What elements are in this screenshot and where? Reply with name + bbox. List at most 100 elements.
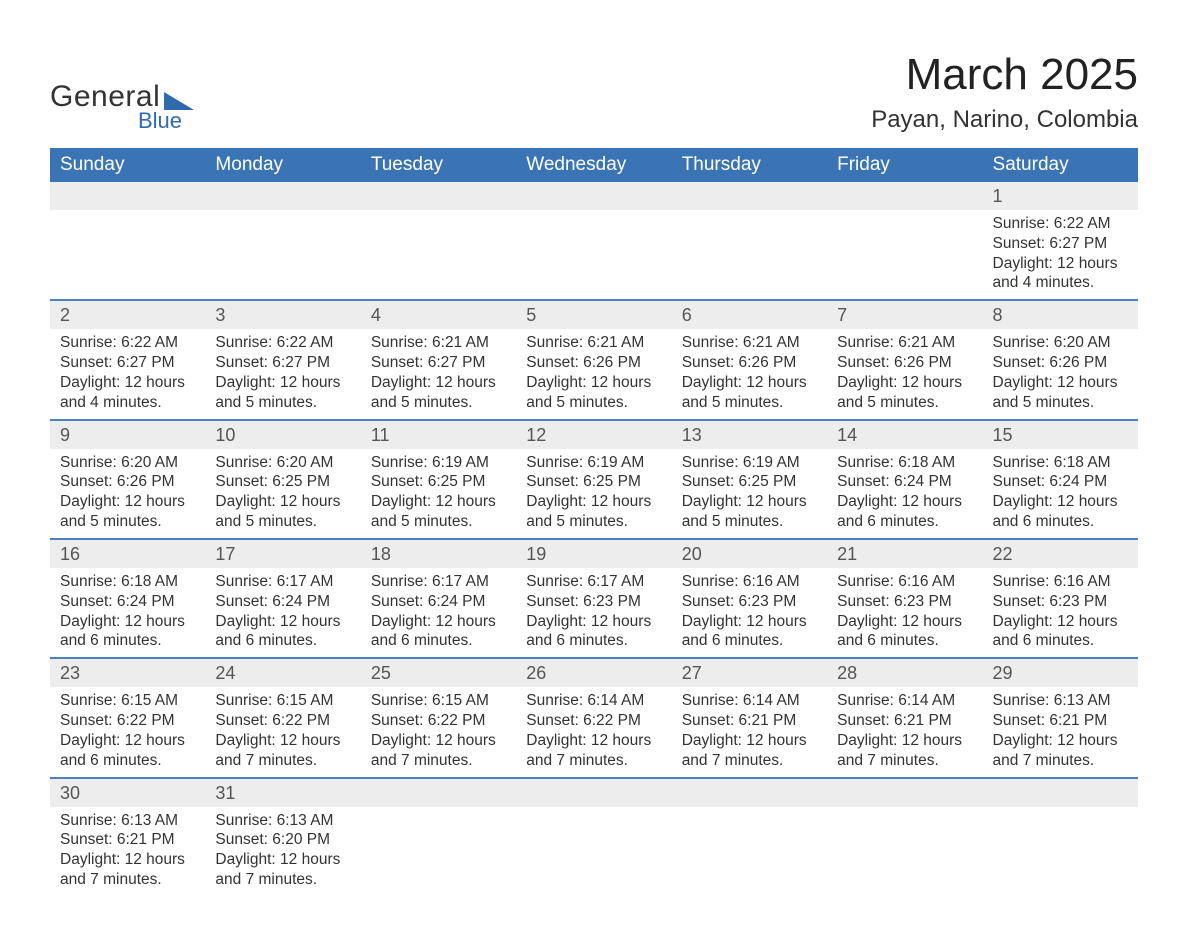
daylight-line: Daylight: 12 hours and 5 minutes. (215, 373, 350, 413)
sunset-line: Sunset: 6:24 PM (837, 472, 972, 492)
day-number: 16 (50, 540, 205, 568)
calendar-week-row: 2Sunrise: 6:22 AMSunset: 6:27 PMDaylight… (50, 300, 1138, 419)
sunset-line: Sunset: 6:20 PM (215, 830, 350, 850)
sunrise-line: Sunrise: 6:16 AM (837, 572, 972, 592)
logo: General Blue (50, 80, 194, 134)
sunrise-line: Sunrise: 6:18 AM (993, 453, 1128, 473)
calendar-document: General Blue March 2025 Payan, Narino, C… (0, 0, 1188, 926)
daylight-line: Daylight: 12 hours and 5 minutes. (215, 492, 350, 532)
calendar-cell: 29Sunrise: 6:13 AMSunset: 6:21 PMDayligh… (983, 658, 1138, 777)
day-number: 27 (672, 659, 827, 687)
sunrise-line: Sunrise: 6:22 AM (993, 214, 1128, 234)
sunrise-line: Sunrise: 6:16 AM (682, 572, 817, 592)
month-title: March 2025 (871, 50, 1138, 100)
sunrise-line: Sunrise: 6:14 AM (682, 691, 817, 711)
weekday-header: Monday (205, 148, 360, 182)
calendar-cell: 6Sunrise: 6:21 AMSunset: 6:26 PMDaylight… (672, 300, 827, 419)
day-number: 15 (983, 421, 1138, 449)
sunset-line: Sunset: 6:22 PM (215, 711, 350, 731)
daylight-line: Daylight: 12 hours and 5 minutes. (837, 373, 972, 413)
day-number: 23 (50, 659, 205, 687)
calendar-cell (516, 182, 671, 300)
day-number: 7 (827, 301, 982, 329)
day-details (672, 807, 827, 817)
daylight-line: Daylight: 12 hours and 6 minutes. (526, 612, 661, 652)
day-details: Sunrise: 6:19 AMSunset: 6:25 PMDaylight:… (672, 449, 827, 538)
day-details: Sunrise: 6:17 AMSunset: 6:24 PMDaylight:… (205, 568, 360, 657)
calendar-cell: 12Sunrise: 6:19 AMSunset: 6:25 PMDayligh… (516, 420, 671, 539)
calendar-table: SundayMondayTuesdayWednesdayThursdayFrid… (50, 148, 1138, 896)
day-number: 5 (516, 301, 671, 329)
day-number: 1 (983, 182, 1138, 210)
calendar-cell (50, 182, 205, 300)
daylight-line: Daylight: 12 hours and 7 minutes. (215, 850, 350, 890)
calendar-cell: 26Sunrise: 6:14 AMSunset: 6:22 PMDayligh… (516, 658, 671, 777)
sunrise-line: Sunrise: 6:20 AM (60, 453, 195, 473)
calendar-cell: 31Sunrise: 6:13 AMSunset: 6:20 PMDayligh… (205, 778, 360, 896)
sunrise-line: Sunrise: 6:13 AM (60, 811, 195, 831)
sunset-line: Sunset: 6:23 PM (993, 592, 1128, 612)
day-number: 12 (516, 421, 671, 449)
daylight-line: Daylight: 12 hours and 7 minutes. (60, 850, 195, 890)
sunset-line: Sunset: 6:21 PM (993, 711, 1128, 731)
day-details: Sunrise: 6:16 AMSunset: 6:23 PMDaylight:… (983, 568, 1138, 657)
day-details: Sunrise: 6:17 AMSunset: 6:23 PMDaylight:… (516, 568, 671, 657)
daylight-line: Daylight: 12 hours and 7 minutes. (682, 731, 817, 771)
day-number: 13 (672, 421, 827, 449)
daylight-line: Daylight: 12 hours and 7 minutes. (215, 731, 350, 771)
daylight-line: Daylight: 12 hours and 6 minutes. (371, 612, 506, 652)
sunrise-line: Sunrise: 6:21 AM (837, 333, 972, 353)
calendar-cell (516, 778, 671, 896)
sunrise-line: Sunrise: 6:13 AM (215, 811, 350, 831)
sunset-line: Sunset: 6:26 PM (682, 353, 817, 373)
calendar-cell (205, 182, 360, 300)
day-number: 24 (205, 659, 360, 687)
day-number (827, 779, 982, 807)
sunset-line: Sunset: 6:21 PM (837, 711, 972, 731)
calendar-cell: 5Sunrise: 6:21 AMSunset: 6:26 PMDaylight… (516, 300, 671, 419)
day-number (672, 182, 827, 210)
calendar-cell: 20Sunrise: 6:16 AMSunset: 6:23 PMDayligh… (672, 539, 827, 658)
daylight-line: Daylight: 12 hours and 6 minutes. (993, 612, 1128, 652)
weekday-header: Tuesday (361, 148, 516, 182)
sunset-line: Sunset: 6:26 PM (993, 353, 1128, 373)
day-details: Sunrise: 6:20 AMSunset: 6:26 PMDaylight:… (983, 329, 1138, 418)
calendar-cell: 23Sunrise: 6:15 AMSunset: 6:22 PMDayligh… (50, 658, 205, 777)
day-details (516, 807, 671, 817)
day-number: 29 (983, 659, 1138, 687)
day-details: Sunrise: 6:19 AMSunset: 6:25 PMDaylight:… (361, 449, 516, 538)
day-details (361, 807, 516, 817)
day-details: Sunrise: 6:13 AMSunset: 6:20 PMDaylight:… (205, 807, 360, 896)
sunrise-line: Sunrise: 6:18 AM (837, 453, 972, 473)
sunset-line: Sunset: 6:27 PM (371, 353, 506, 373)
calendar-week-row: 30Sunrise: 6:13 AMSunset: 6:21 PMDayligh… (50, 778, 1138, 896)
daylight-line: Daylight: 12 hours and 6 minutes. (837, 612, 972, 652)
day-details: Sunrise: 6:14 AMSunset: 6:22 PMDaylight:… (516, 687, 671, 776)
daylight-line: Daylight: 12 hours and 6 minutes. (60, 612, 195, 652)
calendar-cell (983, 778, 1138, 896)
weekday-header: Friday (827, 148, 982, 182)
day-details: Sunrise: 6:22 AMSunset: 6:27 PMDaylight:… (983, 210, 1138, 299)
day-number: 14 (827, 421, 982, 449)
weekday-header: Thursday (672, 148, 827, 182)
day-number (50, 182, 205, 210)
calendar-cell: 9Sunrise: 6:20 AMSunset: 6:26 PMDaylight… (50, 420, 205, 539)
sunset-line: Sunset: 6:22 PM (60, 711, 195, 731)
sunset-line: Sunset: 6:27 PM (215, 353, 350, 373)
day-details (361, 210, 516, 220)
day-number: 30 (50, 779, 205, 807)
sunset-line: Sunset: 6:26 PM (60, 472, 195, 492)
sunrise-line: Sunrise: 6:15 AM (215, 691, 350, 711)
daylight-line: Daylight: 12 hours and 4 minutes. (993, 254, 1128, 294)
sunrise-line: Sunrise: 6:16 AM (993, 572, 1128, 592)
day-number: 21 (827, 540, 982, 568)
header: General Blue March 2025 Payan, Narino, C… (50, 50, 1138, 134)
daylight-line: Daylight: 12 hours and 5 minutes. (682, 373, 817, 413)
calendar-week-row: 23Sunrise: 6:15 AMSunset: 6:22 PMDayligh… (50, 658, 1138, 777)
daylight-line: Daylight: 12 hours and 5 minutes. (526, 492, 661, 532)
calendar-cell: 15Sunrise: 6:18 AMSunset: 6:24 PMDayligh… (983, 420, 1138, 539)
location-subtitle: Payan, Narino, Colombia (871, 106, 1138, 134)
day-number: 19 (516, 540, 671, 568)
sunrise-line: Sunrise: 6:17 AM (215, 572, 350, 592)
day-number (516, 779, 671, 807)
